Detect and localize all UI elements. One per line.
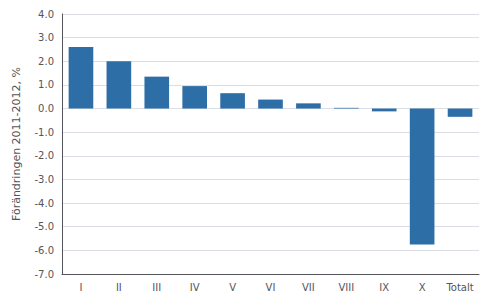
svg-text:-5.0: -5.0: [34, 221, 54, 232]
svg-text:II: II: [116, 282, 122, 293]
svg-text:IV: IV: [190, 282, 200, 293]
svg-text:2.0: 2.0: [38, 56, 54, 67]
svg-text:IX: IX: [379, 282, 389, 293]
svg-text:4.0: 4.0: [38, 9, 54, 20]
svg-text:X: X: [419, 282, 426, 293]
svg-text:-1.0: -1.0: [34, 127, 54, 138]
svg-text:Totalt: Totalt: [445, 282, 473, 293]
svg-text:VII: VII: [302, 282, 315, 293]
svg-text:3.0: 3.0: [38, 32, 54, 43]
svg-text:Förändringen 2011-2012, %: Förändringen 2011-2012, %: [10, 67, 23, 221]
svg-text:I: I: [79, 282, 82, 293]
svg-text:VI: VI: [266, 282, 276, 293]
svg-text:0.0: 0.0: [38, 103, 54, 114]
svg-text:III: III: [152, 282, 161, 293]
svg-text:-3.0: -3.0: [34, 174, 54, 185]
svg-text:-2.0: -2.0: [34, 150, 54, 161]
svg-text:1.0: 1.0: [38, 79, 54, 90]
svg-text:-6.0: -6.0: [34, 245, 54, 256]
svg-text:-4.0: -4.0: [34, 198, 54, 209]
svg-text:-7.0: -7.0: [34, 269, 54, 280]
svg-text:VIII: VIII: [338, 282, 354, 293]
svg-text:V: V: [229, 282, 236, 293]
